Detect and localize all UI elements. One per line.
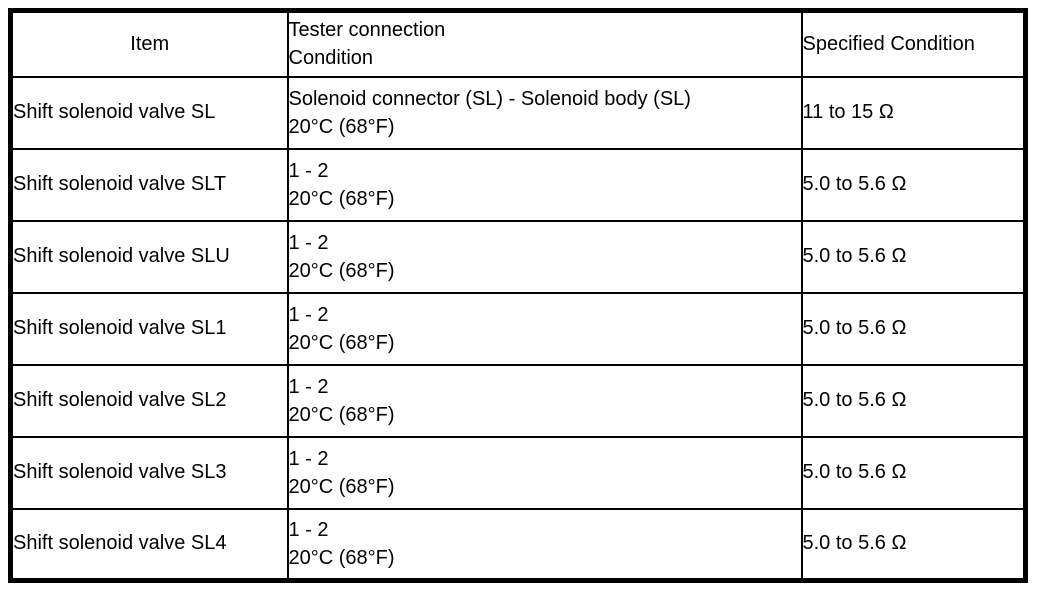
condition-value: 20°C (68°F) bbox=[288, 331, 395, 354]
column-header-specified-condition: Specified Condition bbox=[800, 9, 1027, 78]
item-cell: Shift solenoid valve SL bbox=[9, 75, 289, 150]
table-row-slt: Shift solenoid valve SLT 1 - 2 20°C (68°… bbox=[9, 147, 1027, 222]
tester-connection-value: 1 - 2 bbox=[288, 447, 329, 470]
item-cell: Shift solenoid valve SLU bbox=[9, 219, 289, 294]
tester-connection-condition-cell: 1 - 2 20°C (68°F) bbox=[286, 507, 803, 582]
header-condition-line: Condition bbox=[288, 47, 374, 70]
tester-connection-value: 1 - 2 bbox=[288, 375, 329, 398]
specified-condition-cell: 5.0 to 5.6 Ω bbox=[800, 435, 1027, 510]
tester-connection-condition-cell: 1 - 2 20°C (68°F) bbox=[286, 219, 803, 294]
table-row-sl3: Shift solenoid valve SL3 1 - 2 20°C (68°… bbox=[9, 435, 1027, 510]
item-cell: Shift solenoid valve SL3 bbox=[9, 435, 289, 510]
item-cell: Shift solenoid valve SL4 bbox=[9, 507, 289, 582]
condition-value: 20°C (68°F) bbox=[288, 475, 395, 498]
condition-value: 20°C (68°F) bbox=[288, 187, 395, 210]
tester-connection-value: 1 - 2 bbox=[288, 518, 329, 541]
tester-connection-condition-cell: 1 - 2 20°C (68°F) bbox=[286, 435, 803, 510]
table-row-sl4: Shift solenoid valve SL4 1 - 2 20°C (68°… bbox=[9, 507, 1027, 582]
specified-condition-cell: 5.0 to 5.6 Ω bbox=[800, 219, 1027, 294]
table-row-sl2: Shift solenoid valve SL2 1 - 2 20°C (68°… bbox=[9, 363, 1027, 438]
column-header-tester-connection-condition: Tester connection Condition bbox=[286, 9, 803, 78]
item-cell: Shift solenoid valve SLT bbox=[9, 147, 289, 222]
specified-condition-cell: 5.0 to 5.6 Ω bbox=[800, 363, 1027, 438]
table-row-sl1: Shift solenoid valve SL1 1 - 2 20°C (68°… bbox=[9, 291, 1027, 366]
item-cell: Shift solenoid valve SL1 bbox=[9, 291, 289, 366]
table-row-sl: Shift solenoid valve SL Solenoid connect… bbox=[9, 75, 1027, 150]
specified-condition-cell: 5.0 to 5.6 Ω bbox=[800, 507, 1027, 582]
tester-connection-condition-cell: 1 - 2 20°C (68°F) bbox=[286, 363, 803, 438]
specified-condition-cell: 5.0 to 5.6 Ω bbox=[800, 291, 1027, 366]
column-header-item: Item bbox=[9, 9, 289, 78]
tester-connection-condition-cell: 1 - 2 20°C (68°F) bbox=[286, 147, 803, 222]
item-cell: Shift solenoid valve SL2 bbox=[9, 363, 289, 438]
tester-connection-value: 1 - 2 bbox=[288, 303, 329, 326]
condition-value: 20°C (68°F) bbox=[288, 546, 395, 569]
condition-value: 20°C (68°F) bbox=[288, 403, 395, 426]
tester-connection-value: 1 - 2 bbox=[288, 159, 329, 182]
specified-condition-cell: 5.0 to 5.6 Ω bbox=[800, 147, 1027, 222]
solenoid-resistance-spec-table: Item Tester connection Condition Specifi… bbox=[8, 8, 1028, 583]
table-row-slu: Shift solenoid valve SLU 1 - 2 20°C (68°… bbox=[9, 219, 1027, 294]
tester-connection-value: 1 - 2 bbox=[288, 231, 329, 254]
condition-value: 20°C (68°F) bbox=[288, 259, 395, 282]
tester-connection-condition-cell: 1 - 2 20°C (68°F) bbox=[286, 291, 803, 366]
specified-condition-cell: 11 to 15 Ω bbox=[800, 75, 1027, 150]
header-tester-connection-line: Tester connection bbox=[288, 19, 446, 42]
tester-connection-value: Solenoid connector (SL) - Solenoid body … bbox=[288, 87, 691, 110]
header-row: Item Tester connection Condition Specifi… bbox=[9, 9, 1027, 78]
condition-value: 20°C (68°F) bbox=[288, 115, 395, 138]
tester-connection-condition-cell: Solenoid connector (SL) - Solenoid body … bbox=[286, 75, 803, 150]
